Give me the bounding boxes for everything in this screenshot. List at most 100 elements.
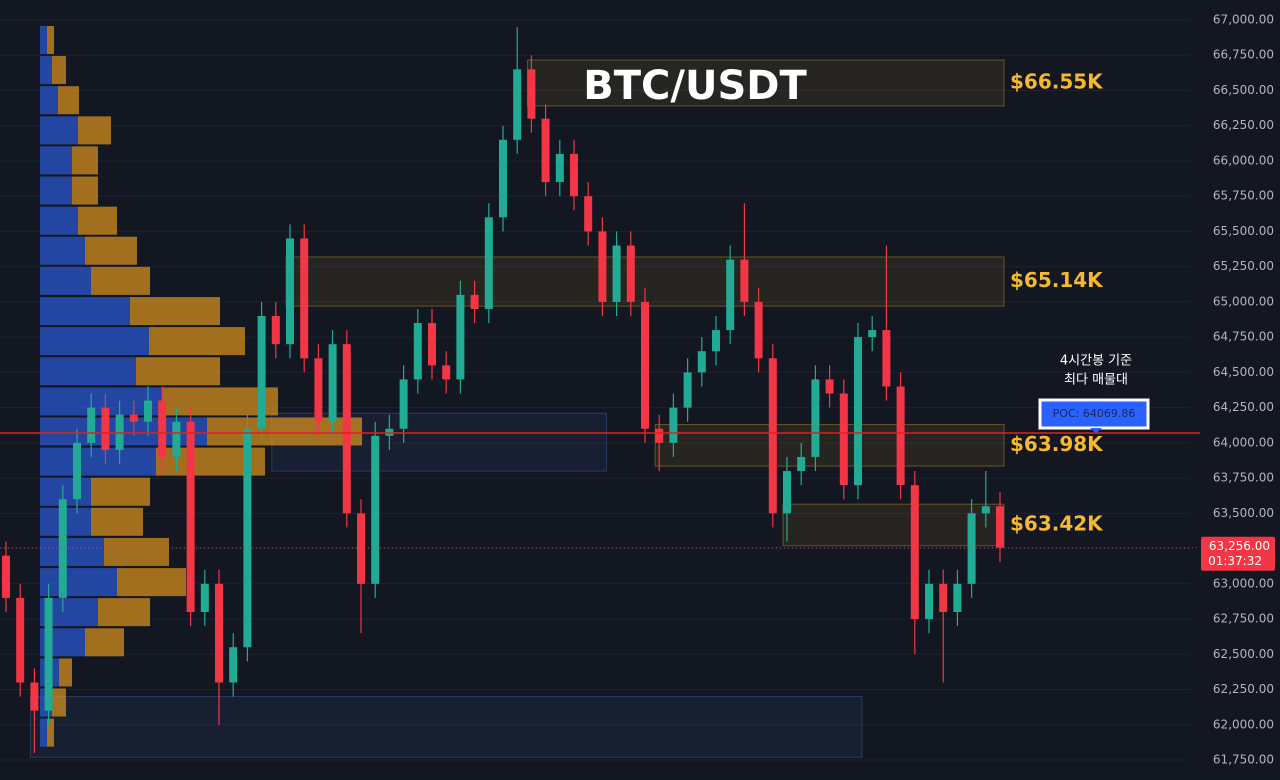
profile-buy (40, 206, 78, 235)
candle-body (868, 330, 877, 338)
candle-body (470, 294, 479, 309)
candle-body (996, 506, 1004, 548)
candle-body (484, 217, 493, 309)
profile-buy (40, 146, 72, 175)
candle-body (655, 428, 664, 443)
profile-sell (91, 507, 143, 536)
y-tick-label: 62,750.00 (1213, 612, 1274, 626)
y-tick-label: 64,750.00 (1213, 330, 1274, 344)
candle-body (598, 231, 607, 302)
last-price-label: 63,256.00 (1209, 539, 1270, 553)
y-tick-label: 63,750.00 (1213, 471, 1274, 485)
candle-body (612, 245, 621, 302)
candle-body (413, 323, 422, 380)
candle-body (811, 379, 820, 457)
candle-body (925, 583, 933, 620)
y-tick-label: 66,750.00 (1213, 48, 1274, 62)
y-tick-label: 61,750.00 (1213, 753, 1274, 767)
candle-body (726, 259, 735, 331)
annotation: 최다 매물대 (1064, 373, 1128, 388)
candle-body (854, 337, 862, 486)
candle-body (626, 245, 635, 302)
candle-body (910, 485, 919, 620)
profile-sell (58, 86, 79, 115)
candle-body (271, 316, 280, 345)
profile-buy (40, 568, 117, 597)
profile-sell (91, 266, 150, 295)
profile-buy (40, 266, 91, 295)
candle-body (783, 471, 791, 514)
profile-buy (40, 718, 47, 747)
candle-body (513, 69, 522, 140)
y-tick-label: 63,500.00 (1213, 506, 1274, 520)
y-tick-label: 66,500.00 (1213, 83, 1274, 97)
y-tick-label: 62,500.00 (1213, 647, 1274, 661)
candle-body (87, 407, 96, 443)
profile-buy (40, 116, 78, 145)
candle-body (16, 597, 25, 683)
candle-body (740, 259, 749, 302)
candle-body (286, 238, 294, 345)
candle-body (555, 153, 564, 183)
candle-body (73, 442, 81, 500)
candle-body (399, 379, 408, 429)
profile-sell (85, 628, 124, 657)
profile-sell (72, 146, 98, 175)
candle-body (186, 421, 195, 612)
price-zone (29, 696, 863, 758)
candle-body (371, 435, 380, 584)
profile-buy (40, 297, 130, 326)
candle-body (541, 118, 550, 183)
candle-body (101, 407, 110, 450)
candle-body (257, 316, 266, 429)
profile-sell (104, 537, 169, 566)
zone-label: $66.55K (1010, 70, 1104, 94)
candle-body (44, 597, 53, 711)
candle-body (570, 153, 578, 197)
candle-body (712, 330, 720, 352)
y-tick-label: 65,250.00 (1213, 259, 1274, 273)
candle-body (584, 196, 593, 232)
candle-body (839, 393, 848, 486)
candle-body (428, 323, 436, 366)
candle-body (442, 365, 451, 380)
candle-body (200, 583, 209, 612)
profile-sell (136, 357, 220, 386)
candle-body (2, 555, 10, 598)
profile-sell (59, 658, 72, 687)
last-price-box (1201, 536, 1275, 571)
y-tick-label: 63,000.00 (1213, 576, 1274, 590)
profile-buy (40, 56, 52, 85)
chart-title: BTC/USDT (583, 63, 807, 109)
candle-body (527, 69, 536, 119)
candle-body (243, 428, 252, 648)
candle-body (669, 407, 678, 443)
profile-buy (40, 236, 85, 265)
y-tick-label: 65,500.00 (1213, 224, 1274, 238)
annotation: 4시간봉 기준 (1060, 354, 1132, 369)
candle-body (697, 351, 706, 373)
y-tick-label: 67,000.00 (1213, 13, 1274, 27)
candle-body (896, 386, 905, 486)
zone-label: $63.42K (1010, 511, 1104, 535)
y-tick-label: 66,250.00 (1213, 118, 1274, 132)
y-tick-label: 64,000.00 (1213, 435, 1274, 449)
zone-label: $65.14K (1010, 268, 1104, 292)
profile-sell (91, 477, 150, 506)
poc-label-box (1038, 398, 1150, 430)
candle-body (456, 294, 465, 380)
candle-body (683, 372, 692, 408)
candle-body (314, 358, 323, 422)
candle-body (357, 513, 365, 584)
candle-body (499, 139, 507, 218)
profile-buy (40, 176, 72, 205)
profile-sell (52, 56, 66, 85)
candle-body (754, 301, 763, 359)
candle-body (967, 513, 976, 584)
profile-buy (40, 537, 104, 566)
profile-sell (207, 417, 362, 446)
poc-label: POC: 64069.86 (1053, 407, 1136, 420)
y-tick-label: 62,250.00 (1213, 682, 1274, 696)
profile-buy (40, 26, 47, 55)
